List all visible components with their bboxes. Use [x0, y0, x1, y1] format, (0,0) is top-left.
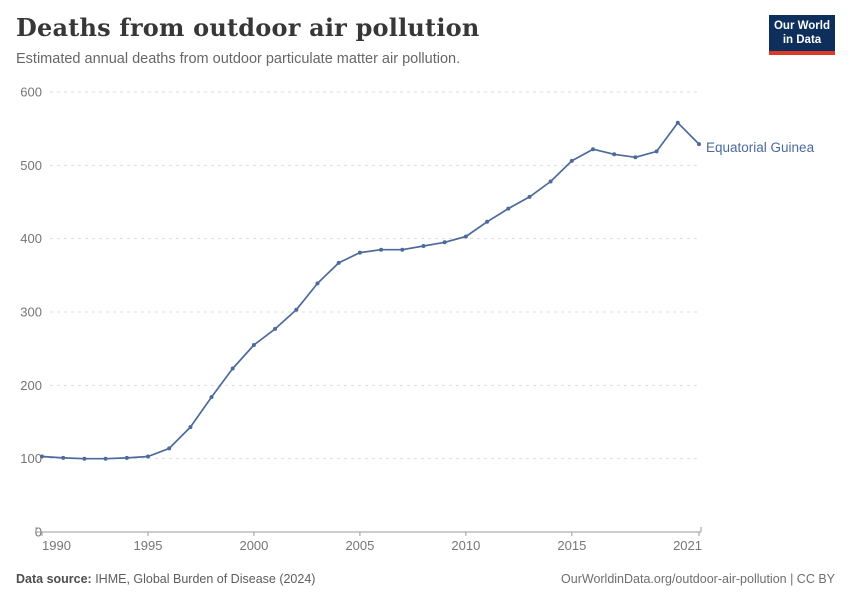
x-tick-label: 2005: [345, 538, 374, 553]
chart-footer: Data source: IHME, Global Burden of Dise…: [16, 572, 835, 586]
data-point: [82, 456, 87, 461]
y-tick-label: 500: [20, 158, 42, 173]
data-source-note: Data source: IHME, Global Burden of Dise…: [16, 572, 315, 586]
data-point: [40, 454, 44, 459]
data-point: [146, 454, 150, 459]
series-line-equatorial-guinea: [41, 121, 700, 460]
x-tick-label: 1995: [134, 538, 163, 553]
data-point: [273, 326, 278, 331]
data-source-text: IHME, Global Burden of Disease (2024): [91, 572, 316, 586]
data-point: [442, 240, 447, 245]
owid-logo-line1: Our World: [773, 20, 830, 32]
data-source-label: Data source:: [16, 572, 92, 586]
data-point: [103, 456, 108, 461]
chart-subtitle: Estimated annual deaths from outdoor par…: [16, 51, 461, 67]
data-point: [675, 120, 680, 125]
y-tick-label: 600: [20, 85, 42, 100]
data-point: [251, 343, 256, 347]
data-point: [654, 149, 659, 154]
data-point: [315, 281, 320, 286]
data-point: [188, 425, 193, 430]
license-credit: OurWorldinData.org/outdoor-air-pollution…: [561, 572, 835, 586]
data-point: [548, 179, 553, 184]
data-point: [421, 244, 426, 248]
y-tick-label: 200: [20, 378, 42, 393]
data-point: [336, 260, 341, 265]
data-point: [527, 194, 532, 199]
y-tick-label: 400: [20, 231, 42, 246]
data-point: [633, 155, 638, 160]
x-tick-label: 2010: [451, 538, 480, 553]
x-tick-label: 1990: [42, 538, 71, 553]
page-title: Deaths from outdoor air pollution: [16, 13, 480, 42]
data-point: [294, 307, 299, 312]
data-point: [209, 395, 214, 400]
series-label-equatorial-guinea: Equatorial Guinea: [706, 140, 815, 155]
data-point: [506, 206, 511, 211]
x-tick-label: 2021: [673, 538, 702, 553]
data-point: [612, 152, 617, 157]
x-tick-label: 2015: [557, 538, 586, 553]
data-point: [463, 234, 468, 239]
owid-logo: Our World in Data: [769, 15, 835, 55]
data-point: [697, 142, 701, 147]
data-point: [379, 247, 384, 252]
x-tick-label: 2000: [239, 538, 268, 553]
data-point: [230, 366, 235, 371]
y-tick-label: 100: [20, 451, 42, 466]
data-point: [357, 250, 362, 255]
data-point: [167, 446, 172, 451]
data-point: [485, 219, 490, 224]
data-point: [569, 158, 574, 163]
y-tick-label: 300: [20, 305, 42, 320]
owid-logo-line2: in Data: [782, 33, 822, 46]
data-point: [400, 247, 405, 252]
data-point: [61, 455, 66, 460]
data-point: [591, 147, 595, 152]
data-point: [124, 455, 129, 460]
